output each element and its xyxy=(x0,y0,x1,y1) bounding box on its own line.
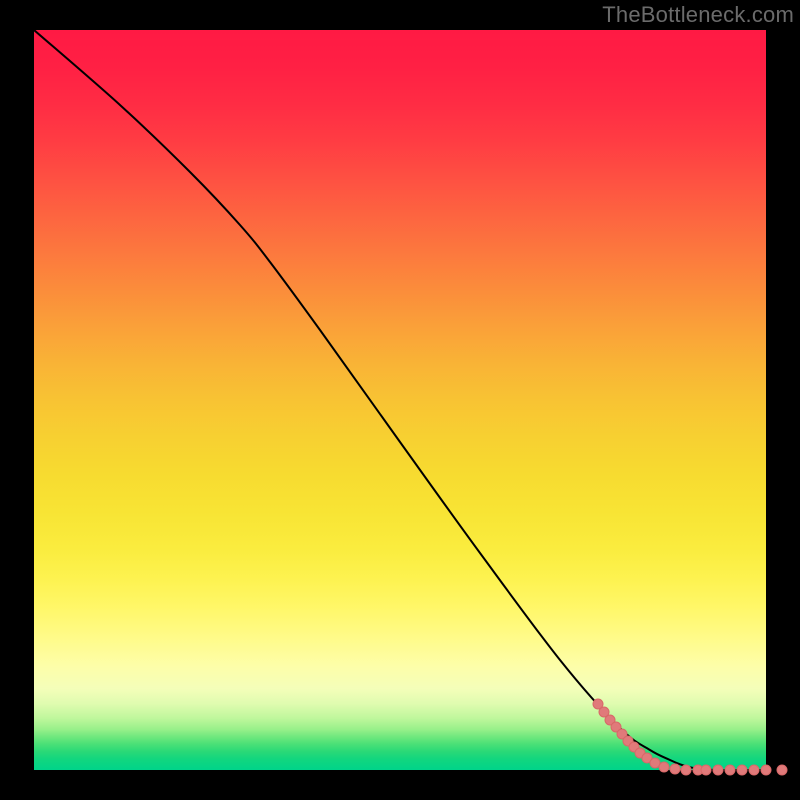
plot-background xyxy=(34,30,766,770)
scatter-point xyxy=(670,764,680,774)
scatter-point xyxy=(761,765,771,775)
scatter-point xyxy=(650,758,660,768)
scatter-point xyxy=(681,765,691,775)
scatter-point xyxy=(713,765,723,775)
scatter-point xyxy=(749,765,759,775)
scatter-point xyxy=(777,765,787,775)
bottleneck-chart xyxy=(0,0,800,800)
chart-container: TheBottleneck.com xyxy=(0,0,800,800)
scatter-point xyxy=(659,762,669,772)
scatter-point xyxy=(725,765,735,775)
scatter-point xyxy=(737,765,747,775)
watermark-label: TheBottleneck.com xyxy=(602,2,794,28)
scatter-point xyxy=(701,765,711,775)
